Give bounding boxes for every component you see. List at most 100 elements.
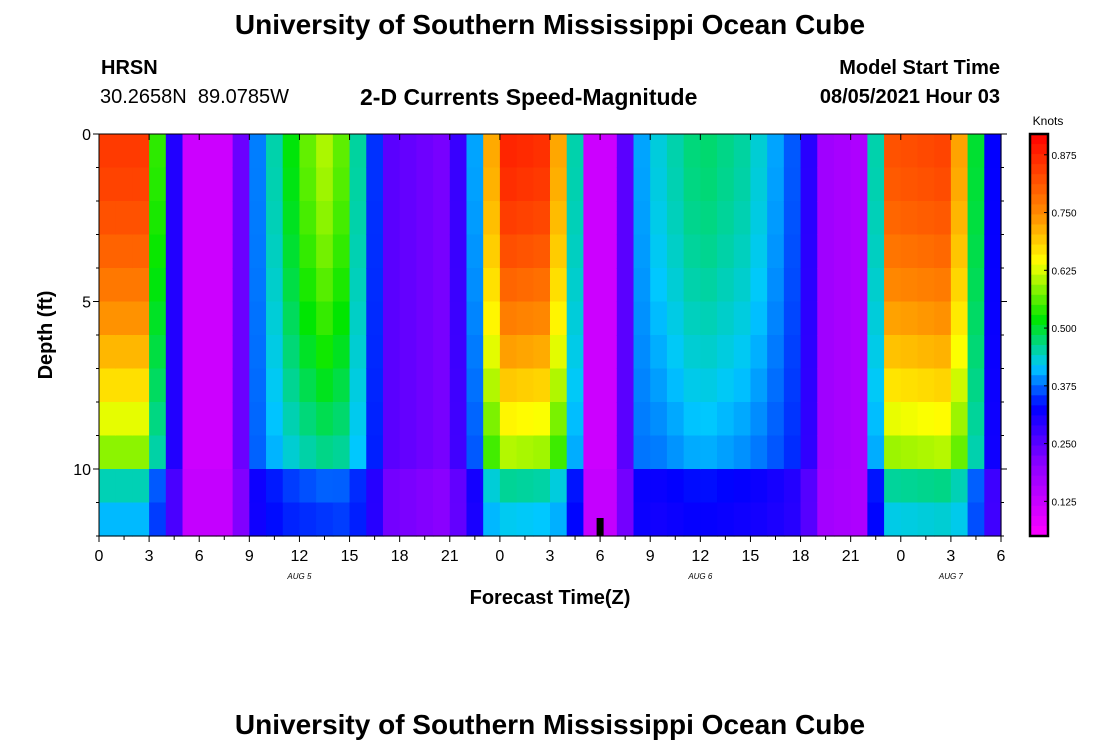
heatmap-cell bbox=[950, 134, 969, 169]
heatmap-cell bbox=[499, 234, 518, 269]
heatmap-cell bbox=[366, 268, 384, 303]
heatmap-cell bbox=[666, 402, 685, 437]
heatmap-cell bbox=[299, 268, 317, 303]
heatmap-cell bbox=[984, 134, 1002, 169]
heatmap-cell bbox=[750, 234, 768, 269]
heatmap-cell bbox=[349, 469, 367, 504]
heatmap-cell bbox=[583, 502, 601, 537]
heatmap-cell bbox=[850, 167, 868, 202]
heatmap-cell bbox=[633, 402, 651, 437]
heatmap-cell bbox=[800, 502, 818, 537]
heatmap-cell bbox=[483, 201, 501, 236]
heatmap-cell bbox=[366, 134, 384, 169]
heatmap-cell bbox=[833, 502, 852, 537]
colorbar-frame bbox=[1028, 132, 1050, 538]
y-axis: 0 5 10 bbox=[73, 127, 1007, 537]
colorbar-segment bbox=[1030, 154, 1048, 165]
heatmap-cell bbox=[600, 234, 618, 269]
footer-title: University of Southern Mississippi Ocean… bbox=[234, 709, 866, 740]
heatmap-cell bbox=[115, 134, 134, 169]
heatmap-cell bbox=[299, 469, 317, 504]
heatmap-cell bbox=[215, 368, 234, 403]
heatmap-cell bbox=[165, 502, 184, 537]
heatmap-cell bbox=[349, 335, 367, 370]
colorbar-segment bbox=[1030, 445, 1048, 457]
heatmap-cell bbox=[817, 167, 835, 202]
x-tick-label: 3 bbox=[546, 548, 555, 565]
heatmap-cell bbox=[700, 502, 718, 537]
heatmap-cell bbox=[950, 268, 969, 303]
heatmap-cell bbox=[299, 201, 317, 236]
heatmap-cell bbox=[683, 335, 701, 370]
heatmap-cell bbox=[950, 167, 969, 202]
heatmap-cell bbox=[783, 435, 802, 470]
heatmap-cell bbox=[633, 502, 651, 537]
heatmap-cell bbox=[399, 335, 417, 370]
colorbar-segment bbox=[1030, 234, 1048, 246]
x-tick-label: 3 bbox=[946, 548, 955, 565]
station-name: HRSN bbox=[101, 57, 158, 79]
heatmap-cell bbox=[600, 402, 618, 437]
heatmap-cell bbox=[967, 435, 985, 470]
heatmap-cell bbox=[967, 502, 985, 537]
heatmap-cell bbox=[249, 167, 267, 202]
heatmap-cell bbox=[249, 502, 267, 537]
heatmap-cell bbox=[199, 435, 217, 470]
heatmap-cell bbox=[316, 201, 334, 236]
heatmap-cell bbox=[750, 435, 768, 470]
heatmap-cell bbox=[633, 301, 651, 336]
heatmap-cell bbox=[733, 435, 752, 470]
heatmap-cell bbox=[299, 368, 317, 403]
heatmap-cell bbox=[499, 335, 518, 370]
heatmap-cell bbox=[182, 268, 200, 303]
heatmap-cell bbox=[282, 502, 301, 537]
x-tick-label: 0 bbox=[495, 548, 504, 565]
heatmap-cell bbox=[817, 268, 835, 303]
heatmap-cell bbox=[349, 234, 367, 269]
colorbar: 0.125 0.250 0.375 0.500 0.625 0.750 0.875 bbox=[1028, 132, 1077, 538]
heatmap-cell bbox=[867, 268, 885, 303]
heatmap-cell bbox=[884, 201, 902, 236]
heatmap-cell bbox=[115, 268, 134, 303]
heatmap-cell bbox=[650, 502, 668, 537]
heatmap-cell bbox=[282, 301, 301, 336]
day-label: AUG 7 bbox=[938, 572, 964, 581]
heatmap-cell bbox=[399, 134, 417, 169]
heatmap-cell bbox=[900, 402, 919, 437]
heatmap-cell bbox=[466, 502, 484, 537]
heatmap-cell bbox=[733, 134, 752, 169]
heatmap-cell bbox=[316, 301, 334, 336]
heatmap-cell bbox=[900, 201, 919, 236]
heatmap-cell bbox=[483, 234, 501, 269]
heatmap-cell bbox=[767, 268, 785, 303]
heatmap-cell bbox=[483, 301, 501, 336]
heatmap-cell bbox=[533, 167, 551, 202]
heatmap-cell bbox=[449, 402, 468, 437]
heatmap-cell bbox=[633, 201, 651, 236]
heatmap-cell bbox=[533, 402, 551, 437]
heatmap-cell bbox=[366, 335, 384, 370]
heatmap-cell bbox=[967, 469, 985, 504]
heatmap-cell bbox=[132, 268, 150, 303]
heatmap-cell bbox=[900, 134, 919, 169]
heatmap-cell bbox=[115, 469, 134, 504]
heatmap-cell bbox=[349, 268, 367, 303]
heatmap-cell bbox=[633, 435, 651, 470]
heatmap-cell bbox=[616, 502, 635, 537]
heatmap-cell bbox=[232, 301, 250, 336]
heatmap-cell bbox=[700, 234, 718, 269]
heatmap-cell bbox=[316, 268, 334, 303]
heatmap-cell bbox=[700, 201, 718, 236]
heatmap-cell bbox=[800, 402, 818, 437]
heatmap-cell bbox=[750, 167, 768, 202]
heatmap-cell bbox=[633, 268, 651, 303]
heatmap-cell bbox=[165, 335, 184, 370]
heatmap-cell bbox=[516, 234, 534, 269]
heatmap-cell bbox=[149, 234, 167, 269]
heatmap-cell bbox=[633, 167, 651, 202]
heatmap-cell bbox=[800, 201, 818, 236]
heatmap-cell bbox=[466, 335, 484, 370]
heatmap-cell bbox=[833, 234, 852, 269]
heatmap-cell bbox=[516, 502, 534, 537]
